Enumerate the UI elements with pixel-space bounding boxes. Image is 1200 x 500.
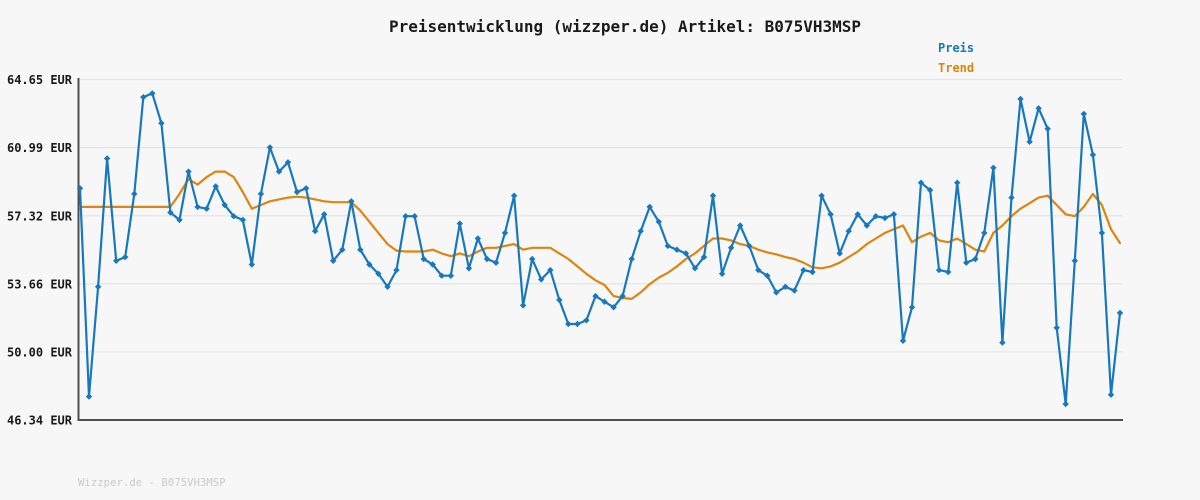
chart-title: Preisentwicklung (wizzper.de) Artikel: B…: [388, 17, 861, 36]
price-line-path: [78, 92, 1122, 406]
trend-line-path: [78, 170, 1122, 300]
watermark-text: Wizzper.de - B075VH3MSP: [78, 477, 226, 489]
legend-item-trend: Trend: [938, 58, 974, 78]
price-marker-diamonds: [76, 90, 1124, 408]
y-axis-tick-label: 64.65 EUR: [7, 73, 73, 87]
y-axis-tick-label: 50.00 EUR: [7, 345, 73, 359]
legend-label-trend: Trend: [938, 61, 975, 75]
y-axis-tick-label: 46.34 EUR: [7, 414, 73, 428]
y-axis-tick-label: 57.32 EUR: [7, 209, 73, 223]
chart-legend: Preis Trend: [938, 38, 974, 78]
legend-item-preis: Preis: [938, 38, 974, 58]
y-axis-tick-label: 60.99 EUR: [7, 141, 73, 155]
legend-label-preis: Preis: [938, 41, 975, 55]
y-axis-tick-label: 53.66 EUR: [7, 277, 73, 291]
